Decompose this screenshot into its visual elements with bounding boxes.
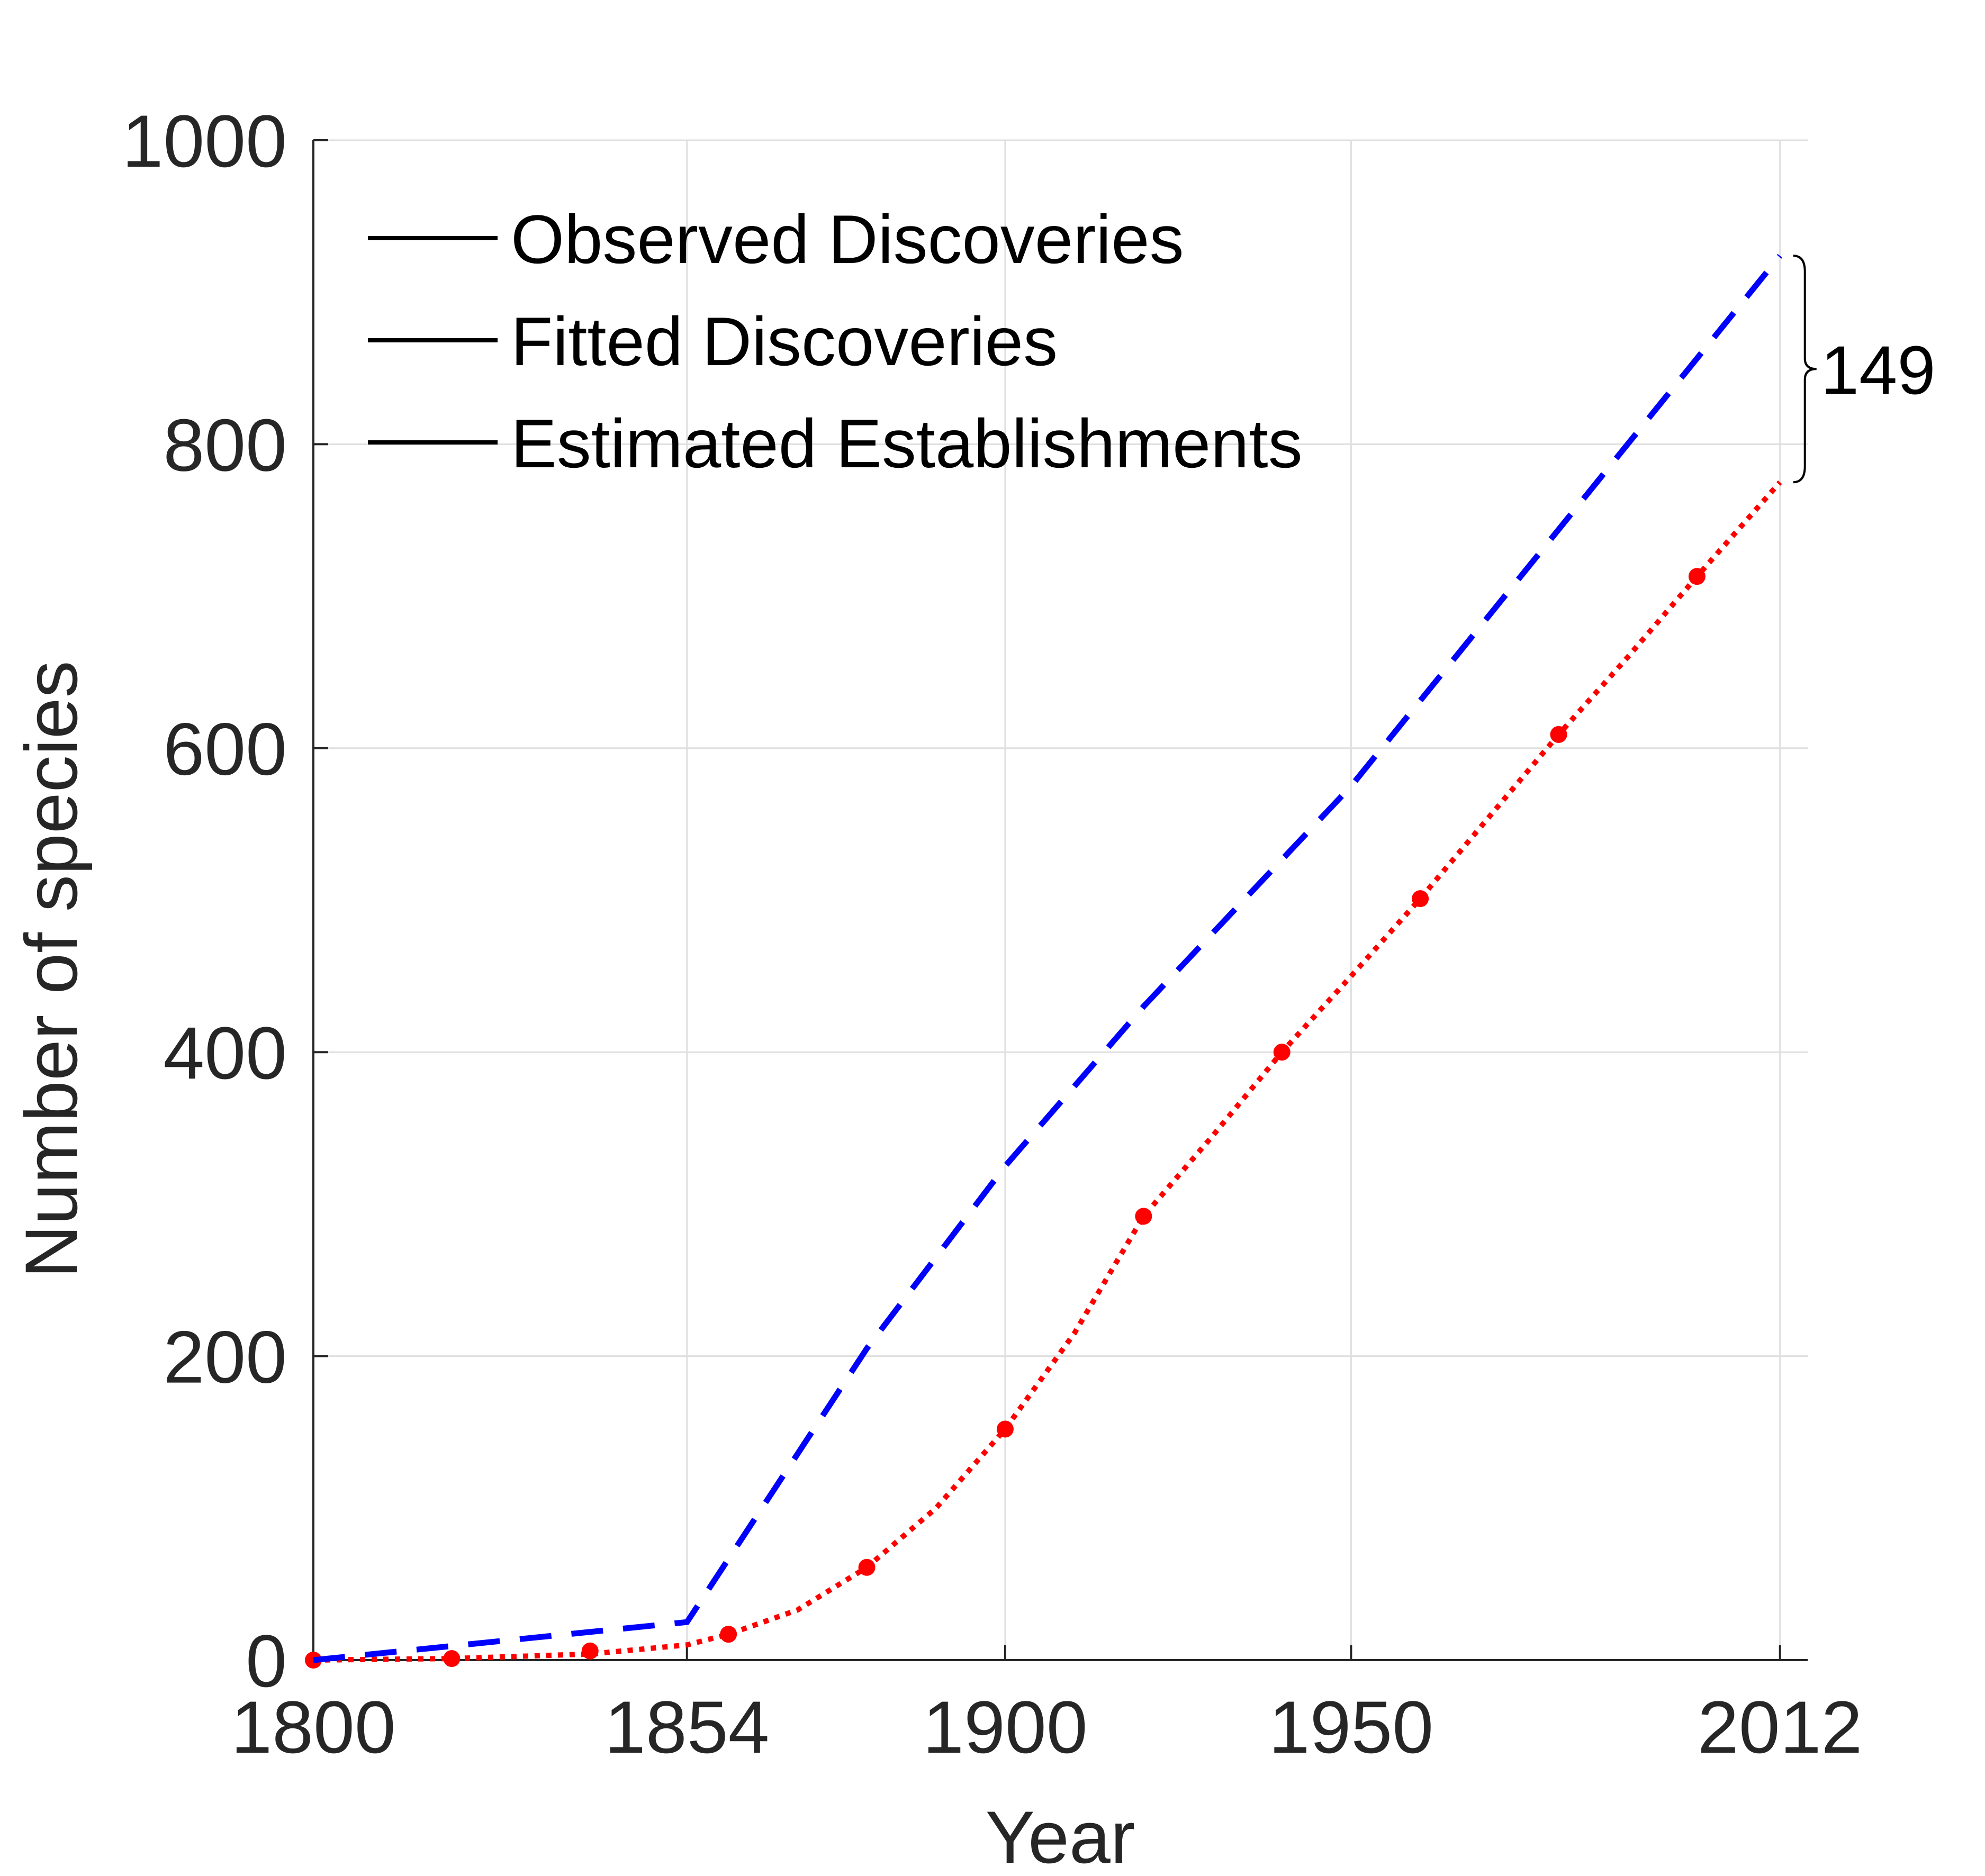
data-point-1-3 <box>720 1626 737 1643</box>
data-point-1-7 <box>1273 1044 1291 1061</box>
data-point-1-9 <box>1550 726 1567 743</box>
y-tick-label-0: 0 <box>246 1619 287 1702</box>
data-point-1-2 <box>581 1642 599 1660</box>
data-point-1-1 <box>443 1650 461 1667</box>
series-line-2 <box>313 253 1782 1663</box>
x-tick-label-1900: 1900 <box>923 1685 1087 1769</box>
x-tick-label-1950: 1950 <box>1269 1685 1433 1769</box>
annotation-label-0: 149 <box>1821 331 1936 409</box>
data-point-1-5 <box>996 1420 1014 1438</box>
data-point-1-6 <box>1135 1208 1152 1225</box>
data-point-1-4 <box>858 1558 876 1576</box>
y-tick-label-200: 200 <box>163 1316 287 1399</box>
tick-labels: 1800 1854 1900 1950 2012 0 200 400 600 800 1000 <box>122 99 1863 1769</box>
y-tick-label-600: 600 <box>163 708 287 791</box>
y-tick-label-800: 800 <box>163 403 287 486</box>
legend-label-1: Fitted Discoveries <box>511 303 1058 380</box>
legend-label-0: Observed Discoveries <box>511 201 1184 278</box>
legend: Observed Discoveries Fitted Discoveries Es… <box>368 201 1303 482</box>
x-axis-label: Year <box>986 1796 1135 1876</box>
x-tick-label-1854: 1854 <box>604 1685 769 1769</box>
y-axis-label: Number of species <box>10 660 93 1278</box>
annotation-brace-0 <box>1793 255 1817 484</box>
data-point-1-10 <box>1688 568 1706 585</box>
annotation-layer: 149 <box>1793 255 1936 484</box>
data-point-1-8 <box>1412 890 1429 908</box>
x-tick-label-1800: 1800 <box>231 1685 395 1769</box>
y-tick-label-400: 400 <box>163 1011 287 1094</box>
x-tick-label-2012: 2012 <box>1698 1685 1862 1769</box>
legend-label-2: Estimated Establishments <box>511 405 1303 482</box>
series-layer <box>305 253 1782 1669</box>
series-line-1 <box>313 480 1782 1663</box>
y-tick-label-1000: 1000 <box>122 99 287 183</box>
